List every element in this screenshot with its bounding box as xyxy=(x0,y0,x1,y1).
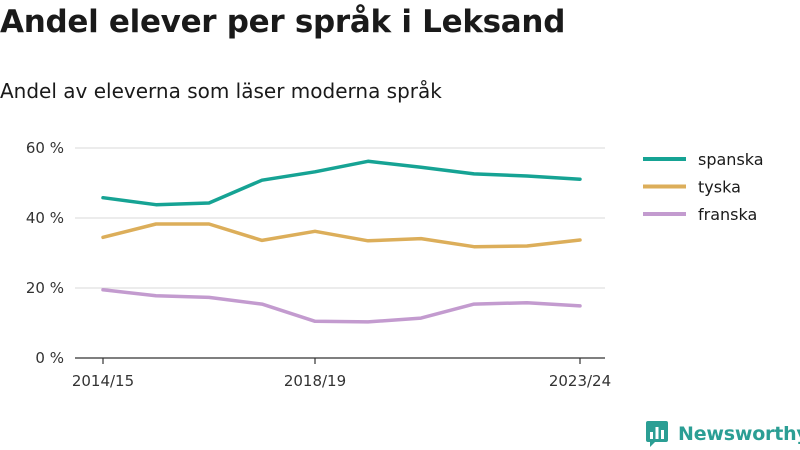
legend-label-franska: franska xyxy=(698,205,757,224)
newsworthy-logo: Newsworthy xyxy=(644,420,800,448)
legend-label-tyska: tyska xyxy=(698,178,741,197)
y-tick-label: 20 % xyxy=(26,279,64,297)
legend-label-spanska: spanska xyxy=(698,150,764,169)
y-tick-label: 60 % xyxy=(26,139,64,157)
newsworthy-chart-icon xyxy=(646,421,668,447)
x-tick-label: 2014/15 xyxy=(72,372,134,390)
series-line-franska xyxy=(101,288,582,324)
series-line-tyska xyxy=(101,222,582,249)
x-tick-label: 2018/19 xyxy=(284,372,346,390)
x-tick-label: 2023/24 xyxy=(549,372,611,390)
y-tick-label: 40 % xyxy=(26,209,64,227)
chart-subtitle: Andel av eleverna som läser moderna språ… xyxy=(0,79,442,103)
brand-name: Newsworthy xyxy=(678,423,800,445)
series-line-spanska xyxy=(101,159,582,207)
chart-title: Andel elever per språk i Leksand xyxy=(0,4,566,40)
y-tick-label: 0 % xyxy=(35,349,64,367)
